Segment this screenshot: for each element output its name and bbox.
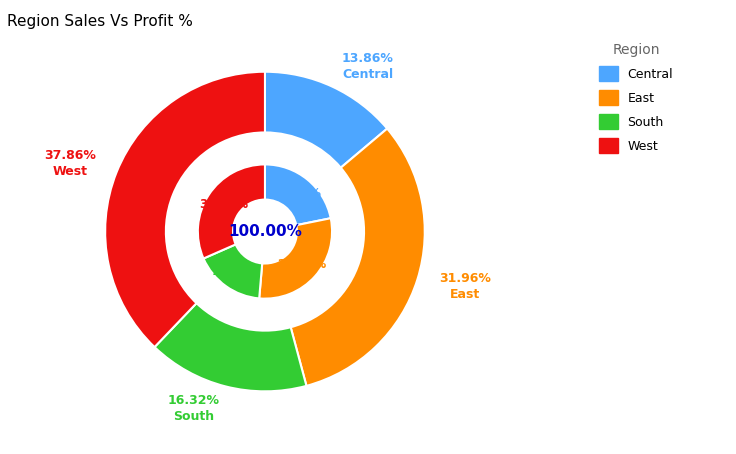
Wedge shape [265, 164, 330, 225]
Wedge shape [291, 128, 425, 386]
Wedge shape [203, 244, 262, 298]
Text: 37.86%
West: 37.86% West [44, 149, 96, 178]
Text: Region Sales Vs Profit %: Region Sales Vs Profit % [7, 14, 194, 29]
Wedge shape [105, 72, 265, 347]
Text: 13.86%
Central: 13.86% Central [342, 52, 394, 81]
Wedge shape [155, 303, 306, 391]
Wedge shape [198, 164, 265, 258]
Wedge shape [265, 72, 387, 168]
Text: 31.96%
East: 31.96% East [439, 271, 491, 301]
Text: 21.82%: 21.82% [272, 187, 321, 200]
Text: 100.00%: 100.00% [228, 224, 302, 239]
Text: 16.32%
South: 16.32% South [168, 394, 220, 423]
Text: 29.55%: 29.55% [277, 258, 327, 271]
Legend: Central, East, South, West: Central, East, South, West [594, 38, 678, 158]
Text: 31.58%: 31.58% [199, 198, 248, 211]
Wedge shape [259, 218, 332, 299]
Text: 17.05%: 17.05% [212, 265, 261, 278]
